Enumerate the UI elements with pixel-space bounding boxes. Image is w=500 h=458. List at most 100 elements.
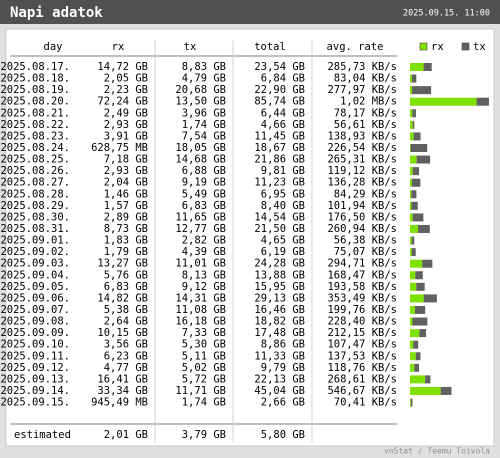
cell: 119,12 KB/s [327,165,397,177]
column-header: avg. rate [327,41,384,53]
cell: 1,74 GB [182,397,226,409]
cell: 14,54 GB [254,211,305,223]
cell: 3,96 GB [182,107,226,119]
cell: 9,81 GB [261,165,305,177]
cell: 4,77 GB [104,362,148,374]
cell: 8,86 GB [261,339,305,351]
cell: 15,95 GB [254,281,305,293]
cell: 6,19 GB [261,246,305,258]
rx-bar [410,190,412,199]
cell: 56,38 KB/s [334,235,397,247]
rx-bar [410,155,417,164]
cell: 6,95 GB [261,188,305,200]
cell: 226,54 KB/s [327,142,397,154]
column-header: day [44,41,63,53]
cell: 7,18 GB [104,154,148,166]
cell: 8,83 GB [182,61,226,73]
cell: 228,40 KB/s [327,316,397,328]
tx-bar [425,375,431,384]
column-header: tx [184,41,197,53]
legend-label: tx [473,41,486,53]
cell: 13,27 GB [97,258,148,270]
cell: 7,33 GB [182,327,226,339]
rx-bar [410,398,411,407]
tx-bar [412,167,420,176]
cell: 2025.09.04. [0,269,70,281]
tx-bar [410,398,413,407]
cell: 1,02 MB/s [340,96,397,108]
rx-bar [410,305,415,314]
cell: 2025.08.23. [0,130,70,142]
tx-bar [476,97,489,106]
cell: 285,73 KB/s [327,61,397,73]
legend-swatch [461,42,470,51]
cell: 10,15 GB [97,327,148,339]
cell: 212,15 KB/s [327,327,397,339]
cell: 5,30 GB [182,339,226,351]
tx-bar [423,63,432,71]
cell: 5,11 GB [182,350,226,362]
cell: 5,49 GB [182,188,226,200]
cell: 14,31 GB [175,292,226,304]
cell: 2,82 GB [182,235,226,247]
footer: vnStat / Teemu Toivola [384,447,490,456]
estimated-cell: 5,80 GB [261,429,305,441]
title-bar [0,0,500,24]
cell: 2025.09.05. [0,281,70,293]
cell: 33,34 GB [97,385,148,397]
cell: 75,07 KB/s [334,246,397,258]
rx-bar [410,386,441,395]
rx-bar [410,329,420,338]
cell: 6,44 GB [261,107,305,119]
tx-bar [440,386,452,395]
cell: 2,64 GB [104,316,148,328]
title: Napi adatok [10,5,103,21]
cell: 78,17 KB/s [334,107,397,119]
tx-bar [411,248,416,257]
tx-bar [413,132,421,141]
cell: 277,97 KB/s [327,84,397,96]
cell: 11,71 GB [175,385,226,397]
rx-bar [410,352,416,361]
cell: 18,67 GB [254,142,305,154]
tx-bar [414,363,420,372]
cell: 14,72 GB [97,61,148,73]
rx-bar [410,248,412,257]
cell: 2025.09.11. [0,350,70,362]
cell: 2025.08.20. [0,96,70,108]
cell: 11,08 GB [175,304,226,316]
cell: 2025.08.28. [0,188,70,200]
tx-bar [414,305,426,314]
cell: 11,01 GB [175,258,226,270]
cell: 11,65 GB [175,211,226,223]
cell: 2025.09.10. [0,339,70,351]
cell: 176,50 KB/s [327,211,397,223]
cell: 2025.08.24. [0,142,70,154]
tx-bar [418,224,430,233]
column-header: total [254,41,286,53]
cell: 72,24 GB [97,96,148,108]
cell: 1,74 GB [182,119,226,131]
cell: 29,13 GB [254,292,305,304]
cell: 20,68 GB [175,84,226,96]
rx-bar [410,271,416,280]
cell: 18,05 GB [175,142,226,154]
rx-bar [410,317,413,326]
cell: 21,86 GB [254,154,305,166]
cell: 16,18 GB [175,316,226,328]
cell: 11,23 GB [254,177,305,189]
cell: 199,76 KB/s [327,304,397,316]
cell: 118,76 KB/s [327,362,397,374]
tx-bar [411,236,415,245]
cell: 8,13 GB [182,269,226,281]
cell: 2025.08.18. [0,73,70,85]
cell: 2025.08.31. [0,223,70,235]
cell: 5,38 GB [104,304,148,316]
cell: 168,47 KB/s [327,269,397,281]
cell: 85,74 GB [254,96,305,108]
date: 2025.09.15. 11:00 [403,9,490,19]
tx-bar [411,74,417,83]
rx-bar [410,109,413,118]
cell: 546,67 KB/s [327,385,397,397]
rx-bar [410,86,413,95]
